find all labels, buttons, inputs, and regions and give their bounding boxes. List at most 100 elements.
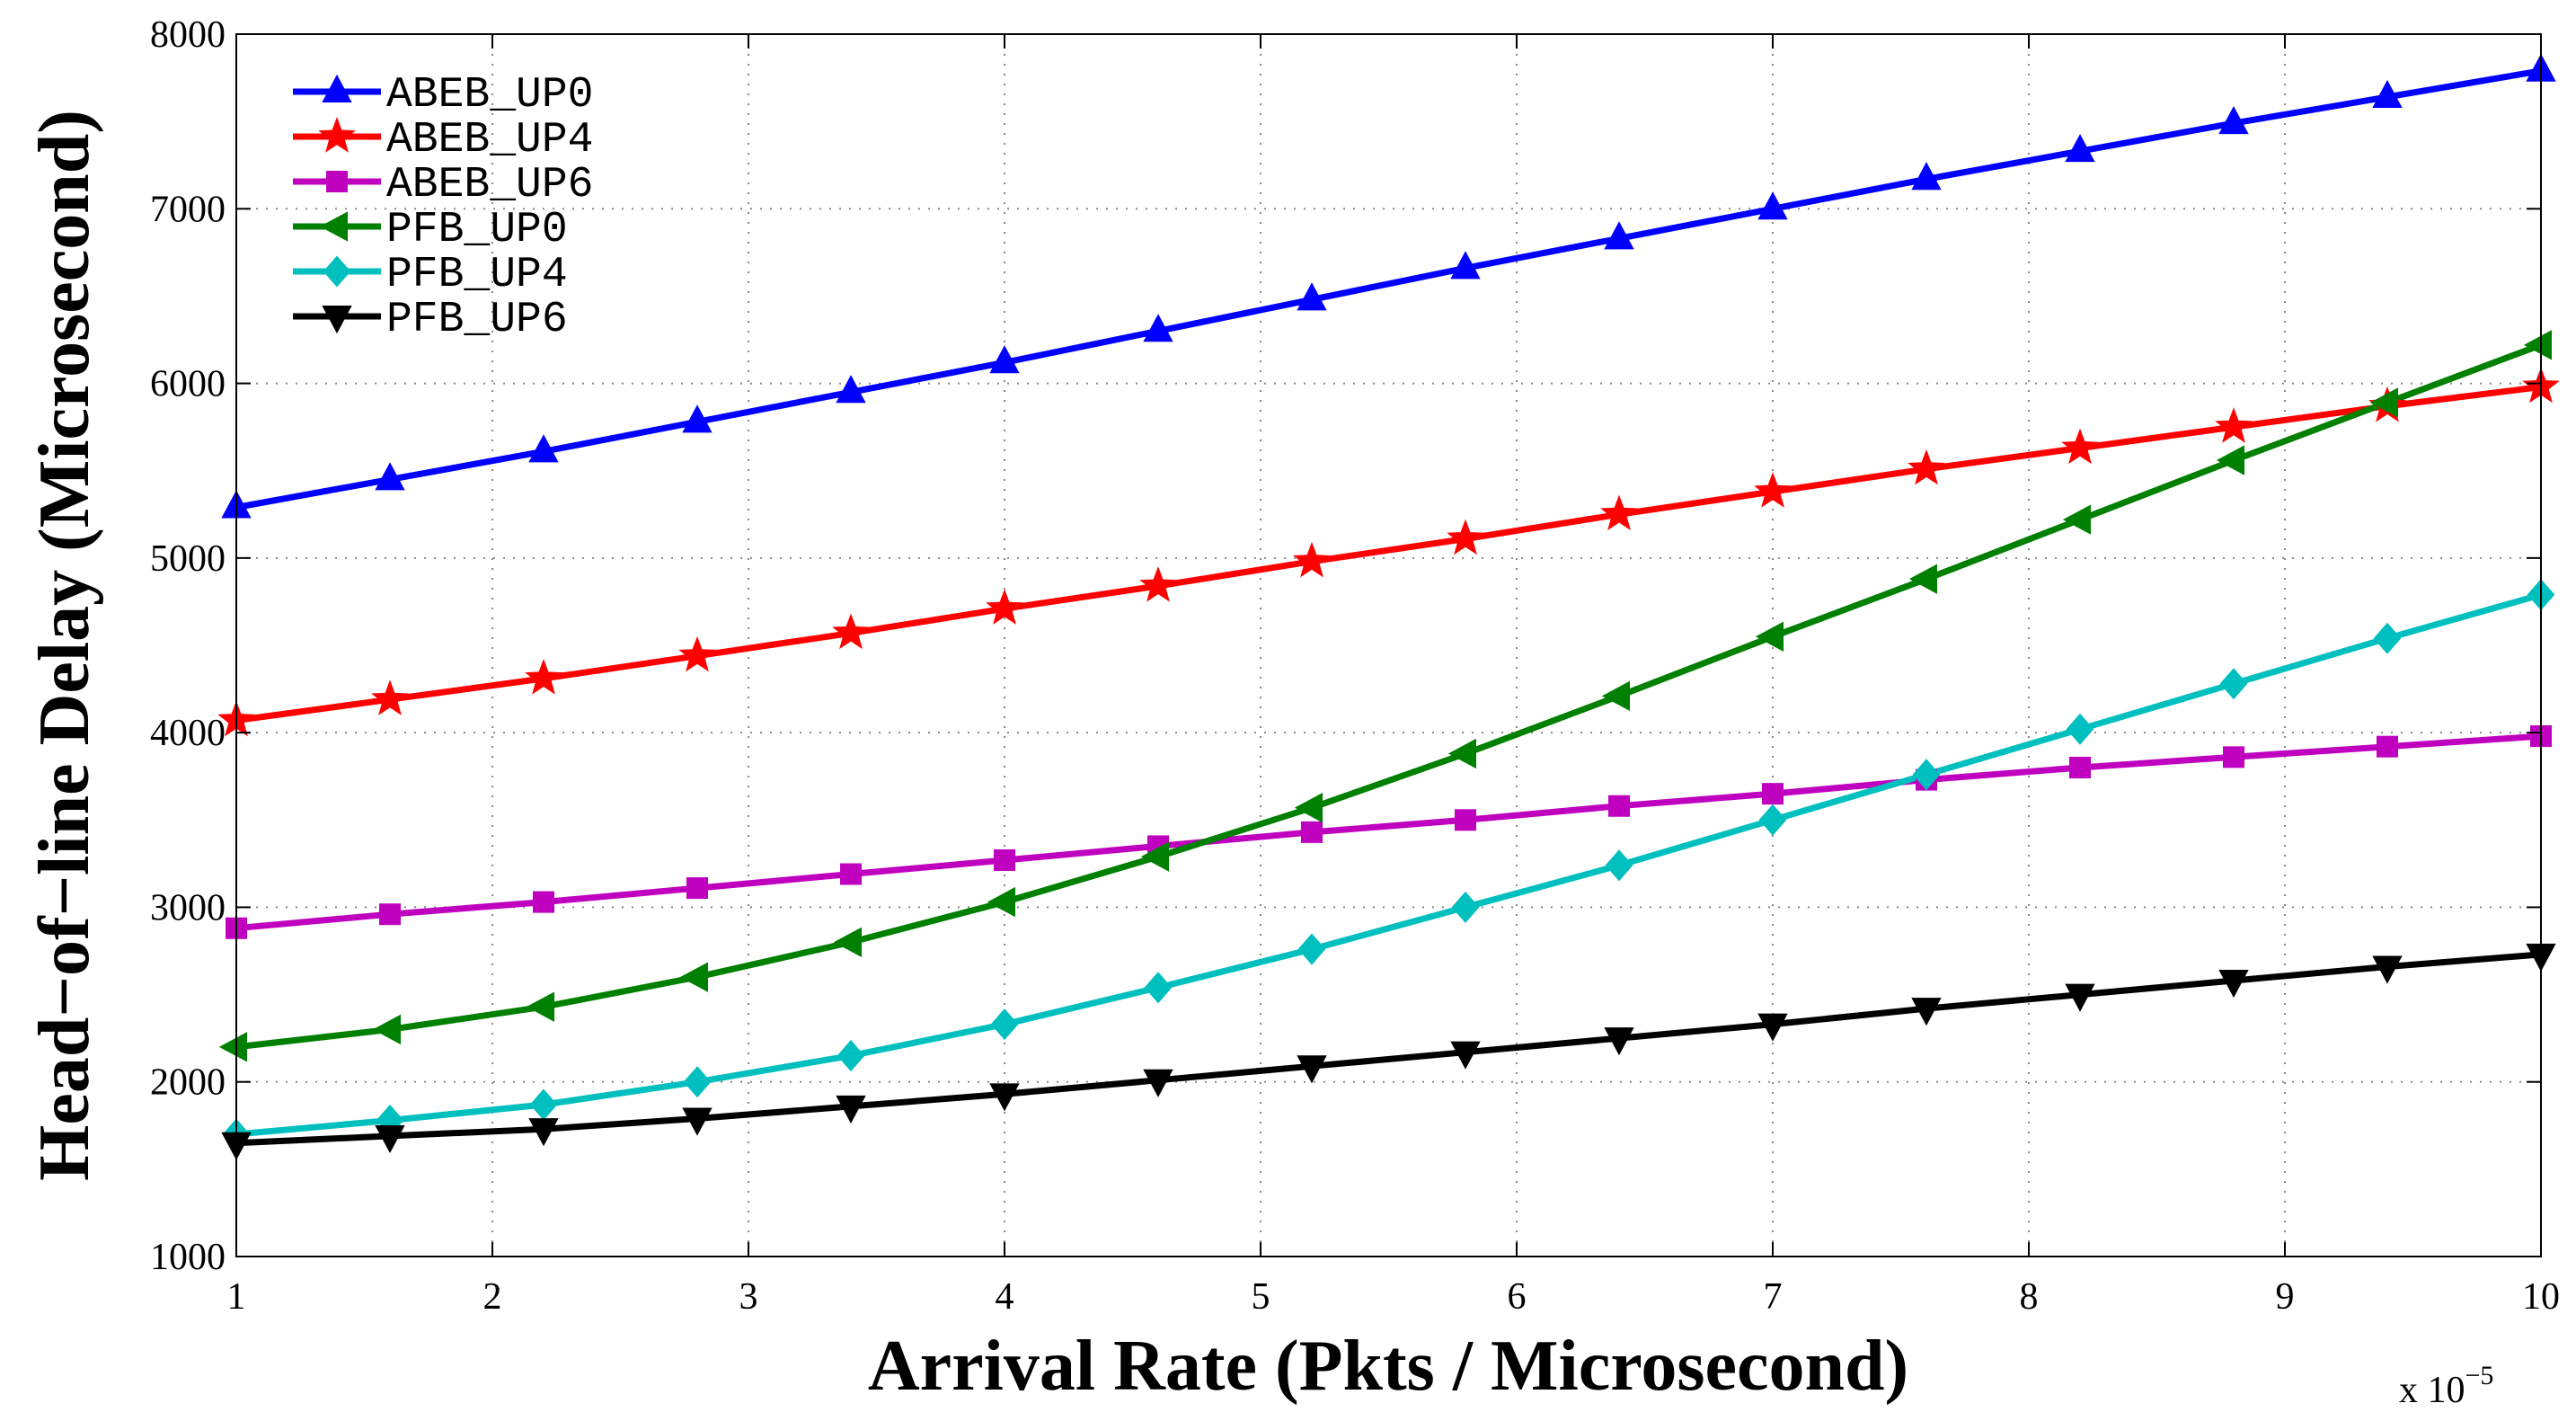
data-point-pfb-up6 (2065, 983, 2095, 1012)
data-point-pfb-up0 (2216, 445, 2244, 475)
data-point-abeb-up0 (1757, 191, 1788, 220)
y-tick-label: 8000 (150, 14, 226, 56)
y-tick-label: 3000 (150, 887, 226, 928)
legend-marker-pfb-up4 (323, 255, 351, 288)
data-point-abeb-up4 (1447, 519, 1484, 555)
data-point-pfb-up6 (682, 1107, 713, 1136)
series-line-abeb-up0 (235, 67, 2542, 511)
data-point-pfb-up0 (1447, 738, 1476, 769)
data-point-pfb-up6 (1143, 1069, 1173, 1097)
legend-marker-abeb-up4 (318, 117, 356, 153)
x-tick-label: 2 (483, 1276, 502, 1318)
data-point-abeb-up0 (1911, 162, 1942, 191)
x-tick-label: 4 (996, 1276, 1014, 1318)
data-point-pfb-up0 (218, 1032, 247, 1062)
data-point-abeb-up4 (1754, 472, 1792, 508)
legend-label-abeb-up0: ABEB_UP0 (386, 71, 593, 120)
data-point-pfb-up4 (2373, 622, 2402, 654)
x-multiplier-label: x 10−5 (2399, 1361, 2493, 1411)
y-tick-label: 1000 (150, 1237, 226, 1278)
data-point-abeb-up0 (1604, 221, 1634, 250)
plot-area (236, 34, 2541, 1257)
legend: ABEB_UP0ABEB_UP4ABEB_UP6PFB_UP0PFB_UP4PF… (293, 71, 593, 344)
data-point-pfb-up0 (2369, 387, 2398, 418)
data-point-abeb-up6 (533, 891, 554, 913)
data-point-abeb-up6 (2069, 757, 2091, 778)
data-point-abeb-up0 (682, 404, 713, 433)
x-tick-label: 1 (227, 1276, 246, 1318)
legend-label-abeb-up6: ABEB_UP6 (386, 161, 593, 209)
data-point-abeb-up4 (371, 679, 409, 715)
series-line-abeb-up6 (235, 733, 2542, 932)
data-point-abeb-up4 (832, 613, 870, 650)
data-point-abeb-up6 (2223, 746, 2244, 768)
data-point-abeb-up4 (1293, 541, 1331, 578)
plot-frame (235, 33, 2542, 1257)
data-point-abeb-up4 (678, 635, 716, 672)
series-line-pfb-up6 (235, 951, 2542, 1147)
data-point-pfb-up4 (1144, 972, 1173, 1004)
data-point-pfb-up0 (1140, 841, 1169, 872)
data-point-pfb-up4 (990, 1008, 1019, 1041)
data-point-abeb-up6 (1608, 795, 1630, 817)
data-point-pfb-up0 (833, 927, 862, 957)
legend-marker-abeb-up0 (322, 74, 352, 102)
data-point-pfb-up4 (1912, 759, 1941, 791)
data-point-pfb-up4 (1758, 804, 1787, 836)
legend-marker-abeb-up6 (326, 171, 348, 192)
x-tick-label: 9 (2276, 1276, 2295, 1318)
data-point-abeb-up0 (1297, 282, 1327, 311)
x-axis-title: Arrival Rate (Pkts / Microsecond) (868, 1327, 1908, 1406)
data-point-pfb-up0 (372, 1014, 401, 1045)
x-tick-label: 10 (2522, 1276, 2560, 1318)
data-point-abeb-up4 (2061, 428, 2099, 465)
data-point-pfb-up4 (683, 1066, 712, 1098)
data-point-abeb-up0 (2065, 134, 2095, 163)
data-point-pfb-up6 (1604, 1027, 1634, 1056)
y-tick-label: 6000 (150, 364, 226, 405)
legend-label-abeb-up4: ABEB_UP4 (386, 116, 593, 164)
data-point-abeb-up0 (1143, 314, 1173, 342)
y-tick-label: 4000 (150, 713, 226, 754)
legend-marker-pfb-up0 (319, 211, 348, 242)
legend-label-pfb-up4: PFB_UP4 (386, 251, 568, 299)
x-tick-label: 6 (1508, 1276, 1527, 1318)
series-markers (217, 53, 2560, 1160)
data-point-abeb-up0 (836, 375, 866, 404)
data-point-pfb-up6 (2372, 955, 2403, 984)
data-point-abeb-up4 (1600, 494, 1638, 531)
data-point-pfb-up6 (1757, 1013, 1788, 1042)
data-point-pfb-up6 (2218, 970, 2249, 999)
data-point-pfb-up6 (1297, 1055, 1327, 1084)
legend-label-pfb-up6: PFB_UP6 (386, 296, 568, 344)
y-tick-label: 5000 (150, 538, 226, 580)
data-point-abeb-up4 (1139, 566, 1177, 602)
data-point-abeb-up0 (989, 345, 1020, 374)
data-point-abeb-up6 (840, 863, 862, 885)
data-point-pfb-up0 (1601, 680, 1630, 712)
y-tick-label: 7000 (150, 189, 226, 230)
legend-label-pfb-up0: PFB_UP0 (386, 206, 568, 254)
series-lines (235, 67, 2543, 1147)
data-point-pfb-up4 (1451, 891, 1480, 923)
data-point-abeb-up0 (1450, 251, 1481, 280)
data-point-pfb-up0 (2062, 504, 2091, 535)
data-point-abeb-up6 (994, 848, 1015, 871)
data-point-pfb-up6 (1911, 998, 1942, 1026)
data-point-pfb-up6 (528, 1118, 559, 1147)
data-point-pfb-up0 (1294, 793, 1323, 823)
series-line-pfb-up0 (235, 342, 2543, 1051)
data-point-abeb-up4 (525, 659, 562, 695)
data-point-abeb-up6 (2377, 735, 2398, 758)
data-point-pfb-up4 (2219, 668, 2248, 700)
data-point-pfb-up4 (1297, 933, 1326, 965)
data-point-abeb-up6 (1762, 783, 1784, 805)
series-line-abeb-up4 (235, 384, 2542, 724)
series-line-pfb-up4 (235, 591, 2542, 1138)
grid (236, 34, 2541, 1257)
ticks (235, 33, 2542, 1257)
data-point-pfb-up0 (1755, 621, 1784, 652)
data-point-pfb-up4 (2066, 713, 2094, 745)
data-point-pfb-up0 (2523, 330, 2552, 360)
